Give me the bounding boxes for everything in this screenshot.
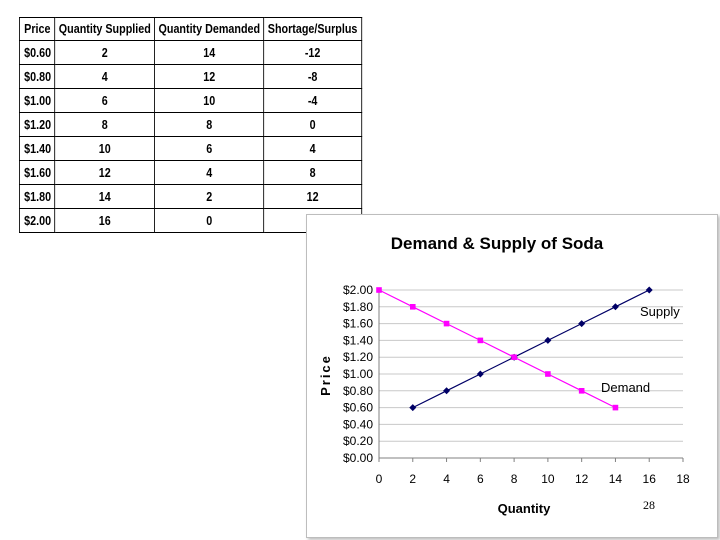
table-row: $1.20 8 8 0 [18, 112, 362, 137]
table-cell: -12 [263, 40, 362, 65]
table-cell: $2.00 [18, 208, 56, 233]
table-header-cell: Quantity Demanded [154, 17, 265, 41]
table-cell: 12 [54, 160, 156, 185]
table-cell: -8 [263, 64, 362, 89]
table-row: $0.60 2 14 -12 [18, 40, 362, 65]
x-tick-label: 8 [511, 472, 518, 486]
x-tick-label: 6 [477, 472, 484, 486]
demand-point [578, 388, 585, 394]
table-row: $1.40 10 6 4 [18, 136, 362, 161]
x-tick-label: 18 [676, 472, 690, 486]
supply-point [476, 370, 484, 378]
x-axis-label: Quantity [498, 501, 551, 516]
table-cell: $0.80 [18, 64, 56, 89]
y-tick-label: $1.80 [343, 300, 373, 314]
table-cell: 8 [154, 112, 265, 137]
table-cell: 16 [54, 208, 156, 233]
table-cell: 14 [154, 40, 265, 65]
chart-title: Demand & Supply of Soda [391, 234, 604, 253]
supply-point [443, 387, 451, 395]
table-header-cell: Shortage/Surplus [263, 17, 362, 41]
demand-point [443, 320, 450, 327]
table-cell: $1.80 [18, 184, 56, 209]
demand-series-label: Demand [601, 380, 650, 395]
table-cell: 4 [154, 160, 265, 185]
y-tick-label: $0.60 [343, 401, 373, 415]
table-cell: $1.00 [18, 88, 56, 113]
y-tick-label: $0.20 [343, 434, 373, 448]
demand-supply-chart: Demand & Supply of Soda $0.00 $0.20 $0.40 $0… [318, 234, 690, 516]
y-tick-label: $0.00 [343, 451, 373, 465]
y-tick-label: $2.00 [343, 283, 373, 297]
table-cell: 2 [154, 184, 265, 209]
x-tick-label: 0 [376, 472, 383, 486]
y-tick-label: $0.80 [343, 384, 373, 398]
demand-point [511, 354, 517, 360]
table-row: $1.80 14 2 12 [18, 184, 362, 209]
table-cell: 0 [154, 208, 265, 233]
schedule-table-container: Price Quantity Supplied Quantity Demanded S… [18, 17, 418, 233]
series-line-demand [378, 289, 616, 409]
table-body: $0.60 2 14 -12 $0.80 4 12 -8 $1.00 6 10 -4 $1.20 8 8 0 $… [18, 40, 362, 233]
supply-point [611, 303, 619, 311]
supply-point [544, 336, 552, 344]
table-cell: 4 [263, 136, 362, 161]
x-tick-label: 12 [575, 472, 589, 486]
table-header-cell: Price [18, 17, 56, 41]
table-cell: 14 [54, 184, 156, 209]
y-tick-label: $1.00 [343, 367, 373, 381]
table-cell: 10 [54, 136, 156, 161]
table-row: $0.80 4 12 -8 [18, 64, 362, 89]
table-cell: 2 [54, 40, 156, 65]
table-cell: 6 [154, 136, 265, 161]
chart-panel: Demand & Supply of Soda $0.00 $0.20 $0.40 $0… [306, 214, 718, 538]
table-cell: 12 [263, 184, 362, 209]
table-cell: 4 [54, 64, 156, 89]
supply-point [645, 286, 653, 294]
demand-point [612, 404, 619, 411]
supply-point [578, 320, 586, 328]
table-cell: 8 [54, 112, 156, 137]
x-tick-label: 2 [409, 472, 416, 486]
y-tick-label: $0.40 [343, 417, 373, 431]
x-tick-label: 4 [443, 472, 450, 486]
table-cell: 0 [263, 112, 362, 137]
x-tick-label: 16 [643, 472, 657, 486]
demand-point [545, 371, 551, 377]
table-cell: -4 [263, 88, 362, 113]
supply-series-label: Supply [640, 304, 680, 319]
x-tick-label: 10 [541, 472, 555, 486]
table-header-cell: Quantity Supplied [54, 17, 156, 41]
page-number: 28 [643, 498, 655, 512]
table-cell: $1.40 [18, 136, 56, 161]
series-line-supply [412, 289, 650, 409]
y-axis-label: Price [318, 354, 333, 396]
table-header-row: Price Quantity Supplied Quantity Demanded S… [18, 17, 362, 41]
y-tick-label: $1.60 [343, 317, 373, 331]
table-cell: $1.60 [18, 160, 56, 185]
demand-point [376, 287, 382, 293]
table-row: $1.60 12 4 8 [18, 160, 362, 185]
table-row: $1.00 6 10 -4 [18, 88, 362, 113]
table-cell: $0.60 [18, 40, 56, 65]
x-tick-label: 14 [609, 472, 623, 486]
demand-point [409, 304, 416, 310]
demand-point [477, 337, 484, 344]
y-tick-label: $1.20 [343, 350, 373, 364]
supply-point [409, 404, 417, 412]
table-cell: 8 [263, 160, 362, 185]
supply-demand-schedule-table: Price Quantity Supplied Quantity Demanded S… [18, 17, 362, 233]
table-cell: $1.20 [18, 112, 56, 137]
table-cell: 12 [154, 64, 265, 89]
y-tick-label: $1.40 [343, 333, 373, 347]
table-cell: 10 [154, 88, 265, 113]
table-cell: 6 [54, 88, 156, 113]
